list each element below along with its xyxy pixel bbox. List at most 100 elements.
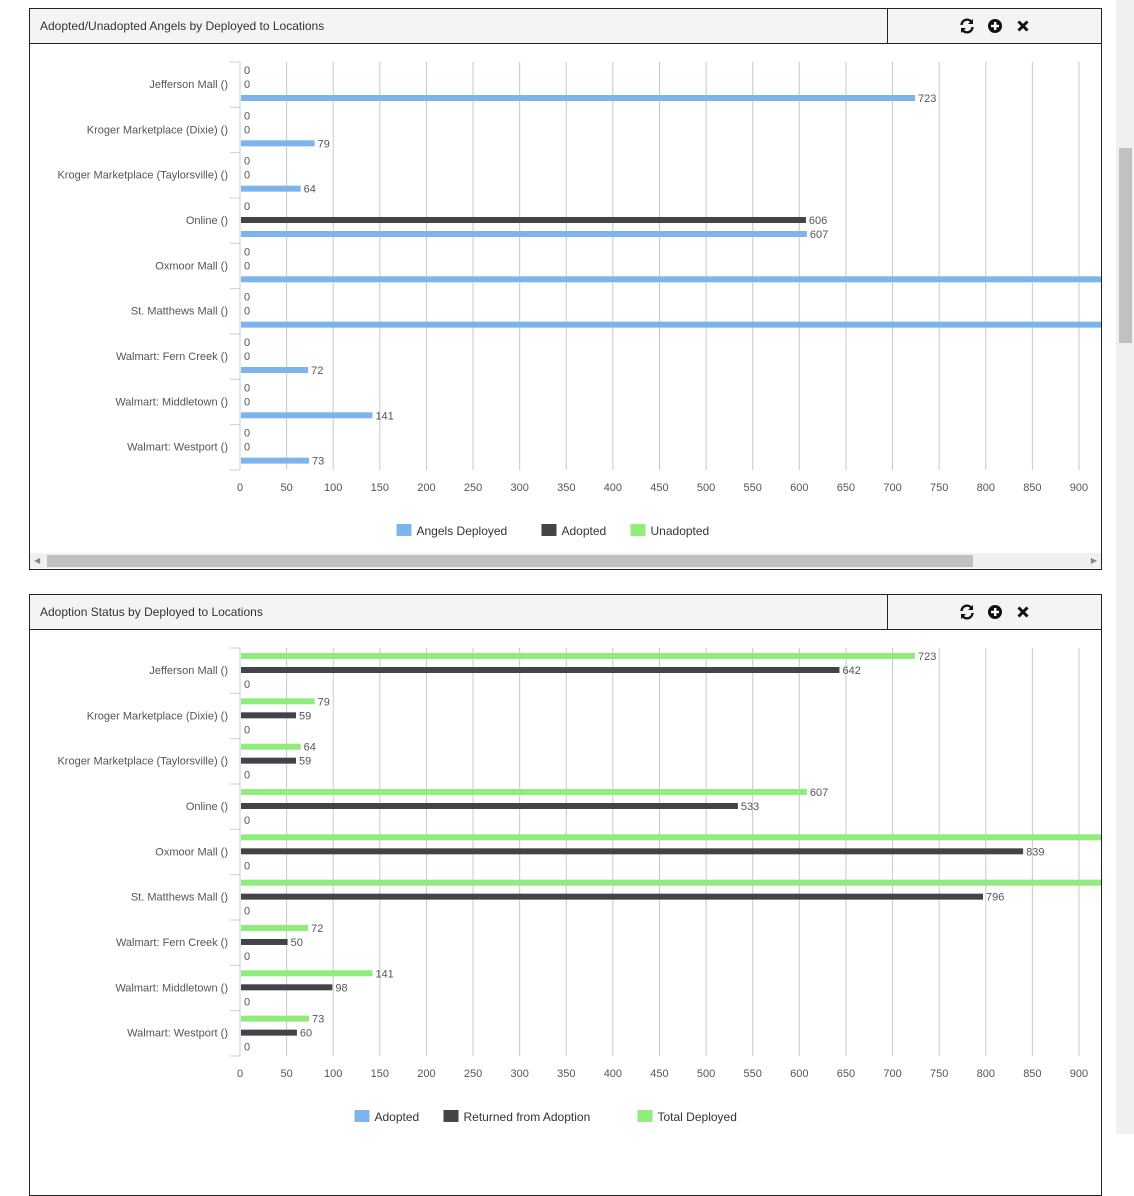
- category-label: St. Matthews Mall (): [131, 892, 228, 904]
- scroll-right-arrow-icon[interactable]: ▶: [1090, 556, 1097, 565]
- data-label: 0: [244, 337, 250, 349]
- legend-item[interactable]: Adopted: [375, 1110, 420, 1124]
- plus-circle-icon[interactable]: [986, 17, 1004, 35]
- x-tick-label: 50: [280, 482, 292, 494]
- plus-circle-icon[interactable]: [986, 603, 1004, 621]
- x-tick-label: 100: [324, 482, 342, 494]
- data-label: 59: [299, 710, 311, 722]
- category-label: Walmart: Westport (): [127, 442, 228, 454]
- x-tick-label: 200: [417, 482, 435, 494]
- data-label: 0: [244, 906, 250, 918]
- data-label: 607: [810, 229, 828, 241]
- x-tick-label: 850: [1023, 1068, 1041, 1080]
- bar-returned-from-adoption: [241, 802, 738, 809]
- refresh-icon[interactable]: [958, 603, 976, 621]
- bar-returned-from-adoption: [241, 938, 288, 945]
- x-tick-label: 600: [790, 1068, 808, 1080]
- data-label: 72: [311, 365, 323, 377]
- data-label: 0: [244, 65, 250, 77]
- category-label: Kroger Marketplace (Taylorsville) (): [57, 756, 228, 768]
- page-scrollbar-thumb[interactable]: [1119, 148, 1132, 343]
- data-label: 79: [318, 696, 330, 708]
- bar-total-deployed: [241, 924, 309, 931]
- data-label: 64: [304, 742, 316, 754]
- panel-header: Adopted/Unadopted Angels by Deployed to …: [30, 9, 1101, 44]
- bar-total-deployed: [241, 653, 915, 659]
- data-label: 839: [1026, 846, 1044, 858]
- data-label: 0: [244, 170, 250, 182]
- legend-item[interactable]: Returned from Adoption: [464, 1110, 591, 1124]
- bar-angels-deployed: [241, 412, 373, 419]
- horizontal-scrollbar[interactable]: ◀ ▶: [30, 553, 1101, 568]
- x-tick-label: 150: [371, 1068, 389, 1080]
- data-label: 0: [244, 260, 250, 272]
- bar-returned-from-adoption: [241, 667, 840, 673]
- data-label: 141: [375, 968, 393, 980]
- data-label: 723: [918, 93, 936, 105]
- data-label: 0: [244, 724, 250, 736]
- data-label: 73: [312, 456, 324, 468]
- legend-item[interactable]: Total Deployed: [658, 1110, 737, 1124]
- close-icon[interactable]: [1014, 17, 1032, 35]
- bar-adopted: [241, 216, 806, 223]
- legend-swatch[interactable]: [541, 523, 557, 536]
- close-icon[interactable]: [1014, 603, 1032, 621]
- legend-item[interactable]: Unadopted: [651, 524, 710, 538]
- bar-angels-deployed: [241, 457, 310, 464]
- data-label: 0: [244, 396, 250, 408]
- legend-swatch[interactable]: [354, 1109, 370, 1122]
- bar-angels-deployed: [241, 366, 309, 373]
- legend-item[interactable]: Adopted: [562, 524, 607, 538]
- data-label: 0: [244, 428, 250, 440]
- bar-chart-deployed: 0 50 100 150 200 250 300 350 400 450 500 550 600 650 7…: [57, 61, 1102, 538]
- x-tick-label: 900: [1070, 1068, 1088, 1080]
- legend-item[interactable]: Angels Deployed: [417, 524, 508, 538]
- x-tick-label: 800: [977, 1068, 995, 1080]
- bar-returned-from-adoption: [241, 712, 296, 719]
- data-label: 642: [842, 665, 860, 677]
- legend-swatch[interactable]: [396, 523, 412, 536]
- x-tick-label: 300: [510, 1068, 528, 1080]
- x-tick-label: 50: [280, 1068, 292, 1080]
- category-label: Online (): [186, 215, 228, 227]
- page-vertical-scrollbar[interactable]: [1116, 0, 1134, 1134]
- category-label: Walmart: Fern Creek (): [116, 937, 228, 949]
- chart-body: 0 50 100 150 200 250 300 350 400 450 500 550 600 650 7…: [30, 44, 1102, 557]
- legend-swatch[interactable]: [637, 1109, 653, 1122]
- x-tick-label: 850: [1023, 482, 1041, 494]
- data-label: 50: [291, 937, 303, 949]
- x-tick-label: 650: [837, 482, 855, 494]
- data-label: 0: [244, 770, 250, 782]
- x-tick-label: 450: [650, 1068, 668, 1080]
- category-label: Oxmoor Mall (): [155, 260, 228, 272]
- category-label: Kroger Marketplace (Dixie) (): [87, 124, 228, 136]
- x-tick-label: 0: [237, 1068, 243, 1080]
- data-label: 141: [375, 410, 393, 422]
- bar-returned-from-adoption: [241, 1029, 297, 1036]
- x-tick-label: 350: [557, 1068, 575, 1080]
- bar-total-deployed: [241, 879, 1102, 886]
- bar-angels-deployed: [241, 321, 1102, 328]
- bar-total-deployed: [241, 698, 315, 705]
- x-tick-label: 200: [417, 1068, 435, 1080]
- refresh-icon[interactable]: [958, 17, 976, 35]
- data-label: 0: [244, 860, 250, 872]
- data-label: 0: [244, 351, 250, 363]
- data-label: 59: [299, 756, 311, 768]
- bar-angels-deployed: [241, 95, 915, 101]
- x-tick-label: 250: [464, 1068, 482, 1080]
- data-label: 533: [741, 801, 759, 813]
- data-label: 0: [244, 951, 250, 963]
- scroll-left-arrow-icon[interactable]: ◀: [34, 556, 41, 565]
- panel-title: Adoption Status by Deployed to Locations: [40, 605, 263, 619]
- legend-swatch[interactable]: [630, 523, 646, 536]
- data-label: 723: [918, 651, 936, 663]
- category-label: Walmart: Fern Creek (): [116, 351, 228, 363]
- data-label: 0: [244, 996, 250, 1008]
- bar-returned-from-adoption: [241, 757, 296, 764]
- data-label: 0: [244, 110, 250, 122]
- data-label: 60: [300, 1028, 312, 1040]
- scrollbar-thumb[interactable]: [47, 555, 973, 567]
- bar-angels-deployed: [241, 230, 807, 237]
- legend-swatch[interactable]: [443, 1109, 459, 1122]
